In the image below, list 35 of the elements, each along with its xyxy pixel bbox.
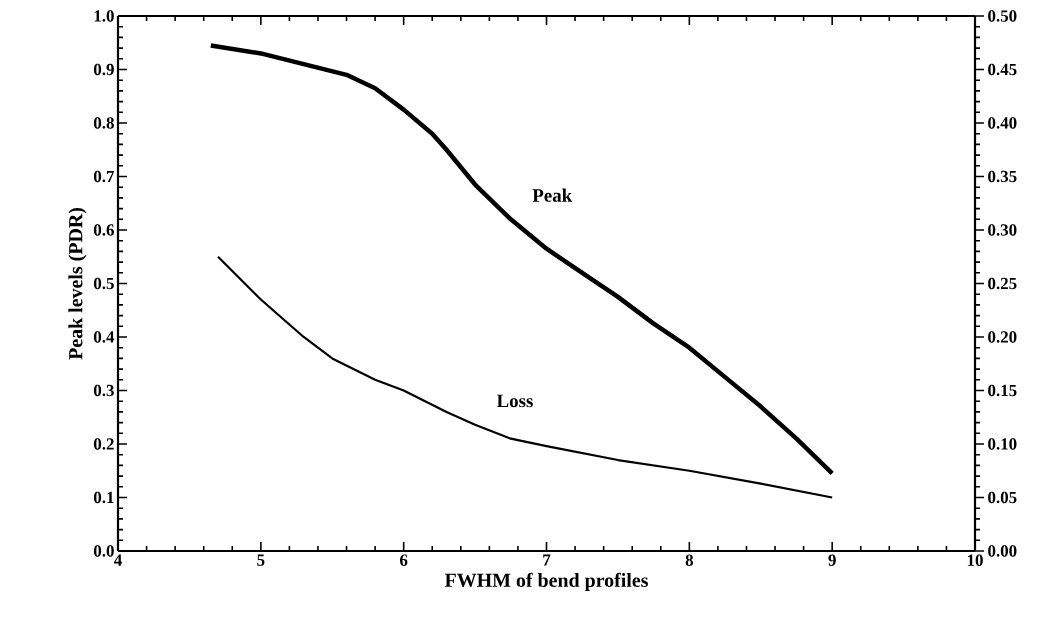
x-tick-label: 9 <box>828 554 836 566</box>
y2-tick-label: 0.20 <box>988 331 1017 343</box>
y-tick-label: 1.0 <box>94 10 114 22</box>
y2-tick-label: 0.05 <box>988 491 1017 504</box>
y2-tick-label: 0.50 <box>988 10 1017 22</box>
y2-tick-label: 0.10 <box>988 438 1017 450</box>
y-tick-label: 0.2 <box>93 438 114 450</box>
y-tick-label: 0.4 <box>93 331 115 343</box>
series-label: Peak <box>532 188 573 202</box>
line-series <box>208 43 835 476</box>
y2-tick-label: 0.45 <box>988 63 1017 76</box>
y2-tick-label: 0.25 <box>988 277 1017 290</box>
y2-tick-label: 0.15 <box>988 384 1017 397</box>
x-tick-label: 10 <box>967 554 983 566</box>
y2-tick-label: 0.40 <box>988 117 1017 129</box>
y-tick-label: 0.8 <box>93 117 114 129</box>
x-tick-label: 7 <box>543 554 551 566</box>
x-tick-label: 4 <box>114 554 122 566</box>
y-tick-label: 0.7 <box>93 170 115 183</box>
y-tick-label: 0.5 <box>93 277 114 290</box>
x-axis-title: FWHM of bend profiles <box>444 572 648 592</box>
y2-tick-label: 0.35 <box>988 170 1017 183</box>
x-tick-label: 5 <box>257 554 265 566</box>
y-tick-label: 0.0 <box>93 545 114 557</box>
x-tick-label: 8 <box>685 554 694 566</box>
series-label: Loss <box>496 394 533 408</box>
y-tick-label: 0.9 <box>93 63 114 76</box>
y-tick-label: 0.1 <box>93 491 114 504</box>
y2-tick-label: 0.00 <box>988 545 1017 557</box>
y2-tick-label: 0.30 <box>988 224 1017 236</box>
x-tick-label: 6 <box>400 554 408 566</box>
y-tick-label: 0.3 <box>93 384 114 397</box>
line-series <box>216 255 834 499</box>
y-axis-title: Peak levels (PDR) <box>68 208 87 360</box>
y-tick-label: 0.6 <box>93 224 114 236</box>
